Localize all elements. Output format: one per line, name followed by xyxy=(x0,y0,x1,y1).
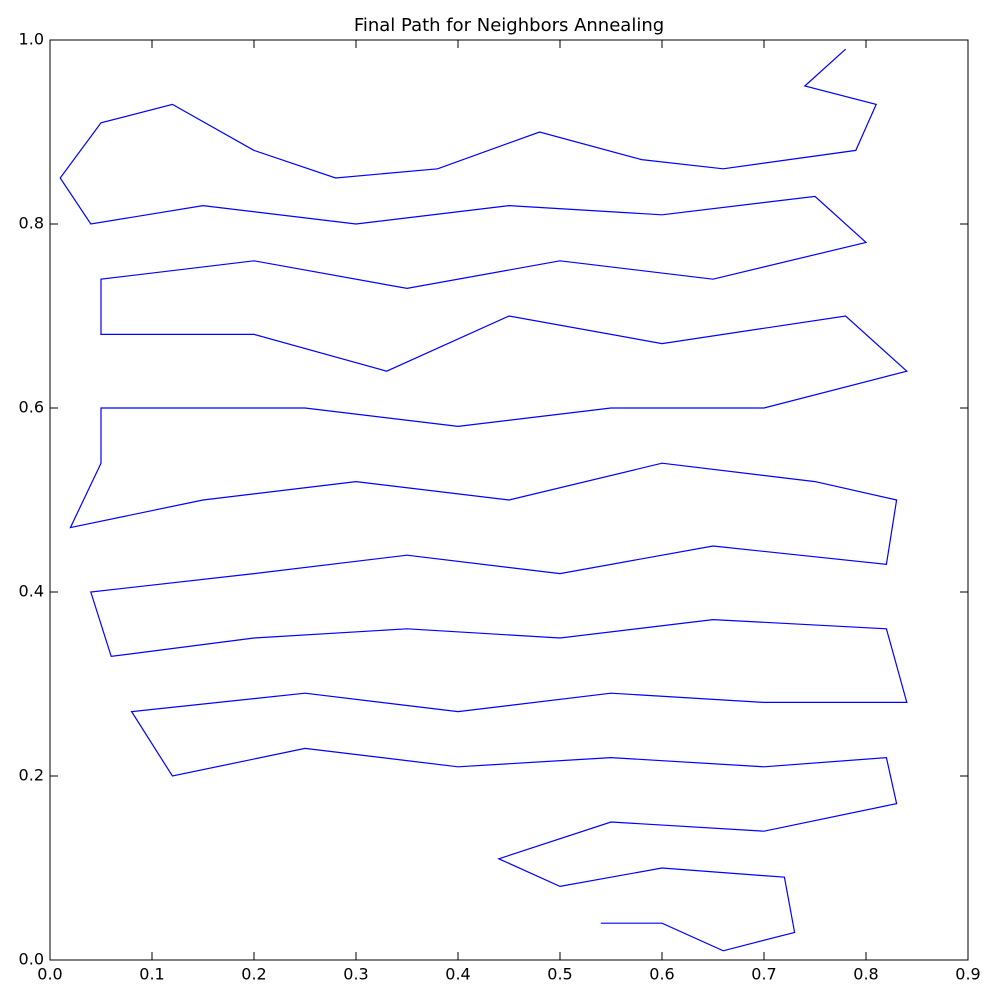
x-tick-label: 0.9 xyxy=(955,965,980,984)
path-line xyxy=(59,48,909,952)
y-tick-label: 0.6 xyxy=(19,398,44,417)
x-tick-label: 0.4 xyxy=(445,965,470,984)
x-tick-label: 0.3 xyxy=(343,965,368,984)
x-tick-label: 0.0 xyxy=(37,965,62,984)
y-tick-label: 0.8 xyxy=(19,214,44,233)
x-tick-label: 0.5 xyxy=(547,965,572,984)
plot-frame xyxy=(49,39,969,961)
y-tick-label: 0.2 xyxy=(19,766,44,785)
x-tick-label: 0.6 xyxy=(649,965,674,984)
y-tick-label: 1.0 xyxy=(19,30,44,49)
y-tick-label: 0.0 xyxy=(19,950,44,969)
chart-title: Final Path for Neighbors Annealing xyxy=(354,15,664,36)
x-tick-label: 0.8 xyxy=(853,965,878,984)
x-tick-label: 0.1 xyxy=(139,965,164,984)
x-tick-label: 0.2 xyxy=(241,965,266,984)
x-tick-label: 0.7 xyxy=(751,965,776,984)
y-tick-label: 0.4 xyxy=(19,582,44,601)
